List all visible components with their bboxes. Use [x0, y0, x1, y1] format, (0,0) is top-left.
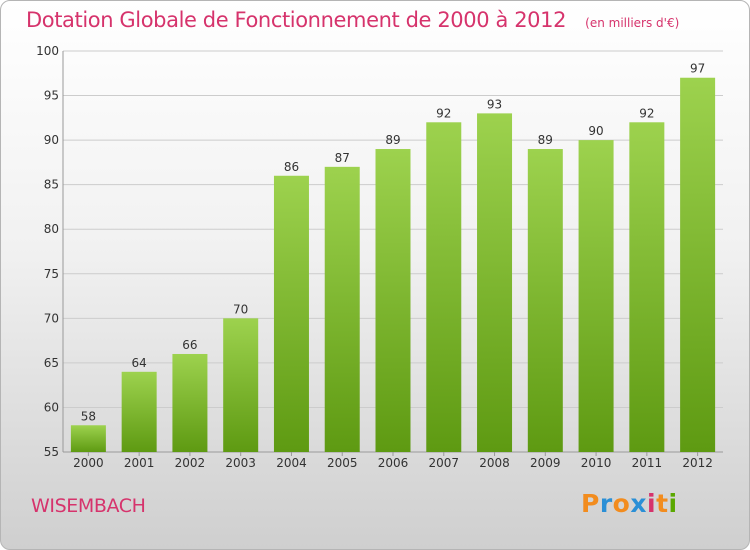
bar — [680, 77, 716, 452]
logo-letter: t — [656, 489, 669, 518]
x-tick-label: 2000 — [73, 456, 104, 470]
data-label: 92 — [436, 106, 451, 120]
data-label: 89 — [385, 133, 400, 147]
bar — [273, 175, 309, 452]
bar — [578, 140, 614, 452]
bar — [70, 425, 106, 452]
y-tick-label: 90 — [44, 133, 59, 147]
data-label: 58 — [81, 409, 96, 423]
chart-title: Dotation Globale de Fonctionnement de 20… — [26, 8, 567, 32]
logo-letter: o — [612, 489, 631, 518]
x-tick-label: 2011 — [632, 456, 663, 470]
y-tick-label: 75 — [44, 267, 59, 281]
data-label: 70 — [233, 302, 248, 316]
bar — [477, 113, 513, 452]
x-tick-label: 2004 — [276, 456, 307, 470]
y-tick-label: 85 — [44, 178, 59, 192]
bar — [375, 149, 411, 452]
logo-letter: i — [647, 489, 657, 518]
y-tick-label: 55 — [44, 445, 59, 459]
bar — [629, 122, 665, 453]
data-labels: 58 64 66 70 86 87 89 92 93 89 90 92 97 — [81, 62, 706, 424]
x-tick-label: 2003 — [225, 456, 256, 470]
data-label: 92 — [639, 106, 654, 120]
data-label: 93 — [487, 97, 502, 111]
logo-letter: i — [668, 489, 678, 518]
data-label: 87 — [335, 151, 350, 165]
y-tick-label: 95 — [44, 89, 59, 103]
logo-letter: r — [599, 489, 613, 518]
bar — [527, 149, 563, 452]
data-label: 86 — [284, 160, 299, 174]
bar — [324, 166, 360, 452]
logo-letter: x — [630, 489, 647, 518]
x-tick-label: 2010 — [581, 456, 612, 470]
x-tick-label: 2001 — [124, 456, 155, 470]
data-label: 66 — [182, 338, 197, 352]
x-tick-label: 2009 — [530, 456, 561, 470]
x-tick-label: 2012 — [682, 456, 713, 470]
x-tick-label: 2006 — [378, 456, 409, 470]
y-tick-label: 65 — [44, 356, 59, 370]
x-tick-label: 2005 — [327, 456, 358, 470]
data-label: 89 — [538, 133, 553, 147]
bar — [426, 122, 462, 453]
proxiti-logo[interactable]: Proxiti — [581, 489, 678, 518]
data-label: 97 — [690, 62, 705, 76]
y-tick-label: 100 — [36, 44, 59, 58]
data-label: 90 — [588, 124, 603, 138]
bar — [223, 318, 259, 452]
x-tick-label: 2008 — [479, 456, 510, 470]
x-tick-label: 2007 — [428, 456, 459, 470]
commune-name: WISEMBACH — [31, 495, 146, 517]
logo-letter: P — [581, 489, 600, 518]
bars — [70, 77, 716, 453]
title-row: Dotation Globale de Fonctionnement de 20… — [26, 8, 679, 32]
x-tick-label: 2002 — [175, 456, 206, 470]
bar — [121, 371, 157, 452]
data-label: 64 — [132, 356, 147, 370]
y-tick-label: 70 — [44, 311, 59, 325]
chart-subtitle: (en milliers d'€) — [585, 16, 680, 30]
bar — [172, 353, 208, 452]
y-tick-label: 60 — [44, 400, 59, 414]
y-tick-label: 80 — [44, 222, 59, 236]
